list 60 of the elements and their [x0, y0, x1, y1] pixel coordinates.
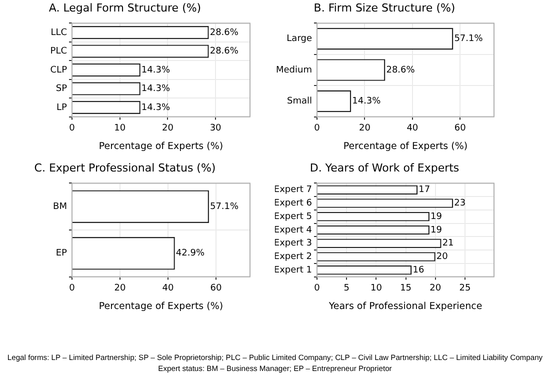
x-axis-title: Years of Professional Experience [328, 300, 482, 312]
x-tick-label: 0 [314, 124, 320, 134]
y-tick-label: Expert 4 [274, 225, 312, 236]
data-label: 23 [454, 198, 466, 209]
x-tick-label: 10 [370, 284, 382, 294]
x-tick-label: 5 [344, 284, 350, 294]
y-tick-label: Expert 2 [274, 252, 312, 262]
y-tick-label: Small [287, 96, 312, 107]
y-tick-label: Expert 1 [274, 265, 312, 276]
data-label: 19 [430, 212, 442, 222]
data-label: 42.9% [176, 248, 205, 259]
data-label: 57.1% [454, 34, 484, 44]
data-label: 14.3% [141, 65, 170, 76]
x-tick-label: 40 [162, 284, 174, 294]
y-tick-label: Expert 7 [274, 185, 312, 196]
x-axis-title: Percentage of Experts (%) [343, 140, 468, 152]
data-label: 28.6% [210, 46, 239, 57]
x-tick-label: 60 [454, 124, 466, 134]
x-tick-label: 20 [162, 124, 174, 134]
y-tick-label: PLC [50, 46, 67, 57]
x-tick-label: 20 [358, 124, 371, 134]
data-label: 19 [430, 225, 442, 236]
x-tick-label: 0 [314, 284, 320, 294]
data-label: 28.6% [386, 65, 416, 76]
x-tick-label: 60 [210, 284, 222, 294]
data-label: 16 [412, 265, 424, 276]
chart-title: C. Expert Professional Status (%) [34, 161, 216, 174]
data-label: 20 [436, 252, 448, 262]
data-label: 28.6% [210, 28, 239, 38]
x-tick-label: 0 [69, 124, 76, 134]
x-tick-label: 20 [430, 284, 442, 294]
x-tick-label: 30 [210, 124, 222, 134]
data-label: 57.1% [210, 202, 240, 212]
chart-title: D. Years of Work of Experts [310, 161, 460, 174]
x-tick-label: 10 [114, 124, 126, 134]
data-label: 14.3% [141, 102, 170, 113]
y-tick-label: Expert 5 [274, 212, 312, 222]
y-tick-label: Expert 6 [274, 198, 312, 209]
y-tick-label: EP [56, 248, 68, 259]
x-axis-title: Percentage of Experts (%) [98, 300, 224, 312]
y-tick-label: CLP [50, 65, 68, 76]
y-tick-label: Medium [276, 65, 312, 76]
y-tick-label: LLC [50, 28, 67, 38]
chart-title: A. Legal Form Structure (%) [48, 1, 202, 14]
y-tick-label: Expert 3 [274, 238, 312, 249]
data-label: 14.3% [141, 84, 170, 94]
chart-title: B. Firm Size Structure (%) [314, 1, 456, 14]
x-tick-label: 15 [400, 284, 412, 294]
data-label: 17 [418, 185, 430, 196]
y-tick-label: LP [56, 102, 68, 113]
x-tick-label: 25 [459, 284, 471, 294]
data-label: 14.3% [352, 96, 382, 107]
x-tick-label: 40 [406, 124, 418, 134]
y-tick-label: BM [53, 202, 67, 212]
y-tick-label: Large [286, 34, 312, 44]
x-axis-title: Percentage of Experts (%) [98, 140, 224, 152]
x-tick-label: 0 [69, 284, 76, 294]
data-label: 21 [442, 238, 454, 249]
y-tick-label: SP [56, 84, 68, 94]
x-tick-label: 20 [114, 284, 126, 294]
